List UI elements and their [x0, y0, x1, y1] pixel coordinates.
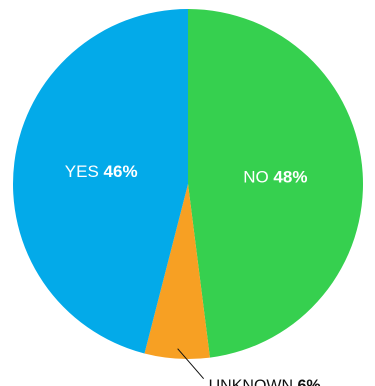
leader-line-unknown: [177, 348, 205, 380]
slice-label-name: NO: [243, 168, 273, 187]
slice-label-yes: YES 46%: [65, 163, 138, 182]
pie-slices: [13, 9, 364, 360]
slice-label-name: UNKNOWN: [209, 378, 298, 386]
slice-label-value: 6%: [298, 378, 321, 386]
slice-label-value: 48%: [273, 168, 307, 187]
pie-slice-unknown: [144, 184, 210, 360]
pie-slice-no: [188, 9, 364, 358]
slice-label-no: NO 48%: [243, 168, 307, 187]
slice-label-name: YES: [65, 163, 104, 182]
slice-label-unknown: UNKNOWN 6%: [209, 378, 321, 386]
pie-slice-yes: [13, 9, 188, 354]
slice-label-value: 46%: [104, 163, 138, 182]
pie-labels: NO 48% UNKNOWN 6% YES 46%: [65, 163, 321, 386]
